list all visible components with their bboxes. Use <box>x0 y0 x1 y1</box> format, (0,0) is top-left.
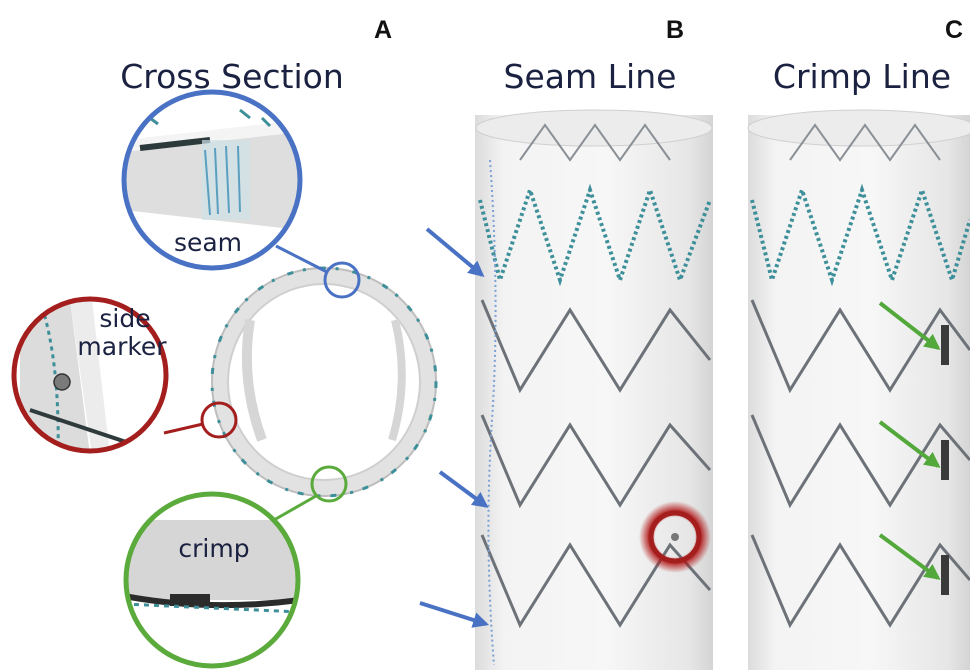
panel-c-title: Crimp Line <box>773 57 951 96</box>
wire-row-2-c <box>750 414 970 509</box>
seam-connector-line <box>275 244 328 274</box>
seam-indicator-circle <box>323 261 361 299</box>
crimp-segment-1 <box>941 325 949 365</box>
seam-line-stent-photo <box>475 109 713 670</box>
crimp-arrow-3 <box>878 533 941 580</box>
panel-a-title: Cross Section <box>120 57 344 96</box>
crimp-arrow-2 <box>878 420 941 468</box>
stent-tube-b <box>475 115 713 670</box>
side-marker-label-line1: side <box>99 304 150 333</box>
seam-arrow-1 <box>425 227 485 278</box>
panel-a: A Cross Section <box>11 16 438 669</box>
wire-row-1-c <box>750 299 970 394</box>
side-marker-magnifier: side marker <box>11 296 169 454</box>
panel-letter-c: C <box>945 16 963 44</box>
panel-c: C Crimp Line <box>747 16 970 670</box>
stent-tube-c <box>748 115 970 670</box>
side-marker-highlight-ring <box>648 510 702 564</box>
seam-label: seam <box>174 228 242 257</box>
seam-arrow-3 <box>419 601 490 628</box>
crimp-arrow-1 <box>878 301 941 350</box>
side-marker-connector-line <box>163 422 204 435</box>
crimp-connector-line <box>273 494 317 522</box>
side-marker-bead <box>53 373 71 391</box>
side-marker-indicator-circle <box>200 401 238 439</box>
crimp-segment-2 <box>941 440 949 480</box>
wire-row-3-c <box>750 534 970 629</box>
suture-wire-top-c <box>750 183 970 288</box>
crimp-magnifier: crimp <box>123 491 301 669</box>
crimp-segment-3 <box>941 555 949 595</box>
panel-b: B Seam Line <box>419 16 713 670</box>
crimp-label: crimp <box>178 534 249 563</box>
crimp-indicator-circle <box>310 465 348 503</box>
cross-section-ring <box>210 266 438 498</box>
suture-wire-top-b <box>478 183 712 288</box>
crimp-magnifier-ring <box>123 491 301 669</box>
side-marker-dot <box>671 533 679 541</box>
wire-row-2-b <box>480 414 712 509</box>
side-marker-magnifier-ring <box>11 296 169 454</box>
seam-line <box>487 159 497 666</box>
crimp-line-stent-photo <box>747 109 970 670</box>
seam-arrow-2 <box>438 470 489 508</box>
panel-letter-a: A <box>374 16 392 44</box>
side-marker-label-line2: marker <box>77 332 167 361</box>
wire-row-1-b <box>480 299 712 394</box>
panel-letter-b: B <box>666 16 684 44</box>
panel-b-title: Seam Line <box>504 57 677 96</box>
seam-magnifier-ring <box>121 89 303 271</box>
seam-magnifier: seam <box>121 89 303 271</box>
